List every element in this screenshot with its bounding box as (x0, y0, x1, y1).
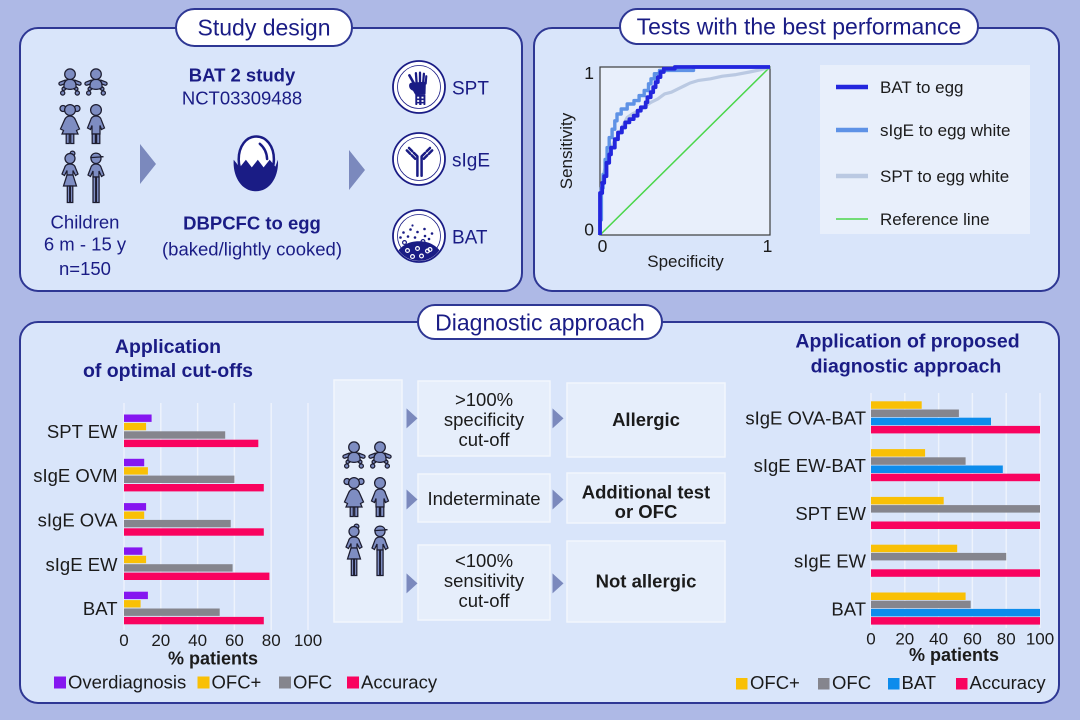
svg-text:40: 40 (929, 630, 948, 649)
svg-text:BAT: BAT (831, 599, 866, 620)
svg-text:SPT EW: SPT EW (47, 421, 118, 442)
svg-text:diagnostic approach: diagnostic approach (811, 356, 1002, 378)
svg-text:specificity: specificity (444, 409, 525, 430)
svg-text:DBPCFC to egg: DBPCFC to egg (183, 213, 321, 234)
svg-text:OFC+: OFC+ (212, 672, 262, 693)
svg-text:40: 40 (188, 631, 207, 650)
svg-text:BAT to egg: BAT to egg (880, 78, 963, 97)
svg-text:100: 100 (294, 631, 322, 650)
svg-text:sensitivity: sensitivity (444, 570, 525, 591)
svg-text:Application: Application (115, 336, 221, 358)
svg-text:% patients: % patients (909, 645, 999, 665)
svg-text:OFC+: OFC+ (750, 672, 800, 693)
svg-text:cut-off: cut-off (458, 429, 510, 450)
svg-text:0: 0 (598, 236, 608, 256)
svg-text:Application of proposed: Application of proposed (795, 331, 1019, 353)
svg-text:BAT: BAT (452, 228, 488, 249)
svg-text:n=150: n=150 (59, 258, 111, 279)
svg-text:cut-off: cut-off (458, 590, 510, 611)
svg-text:of optimal cut-offs: of optimal cut-offs (83, 360, 253, 382)
svg-text:Specificity: Specificity (647, 252, 724, 271)
svg-text:(baked/lightly cooked): (baked/lightly cooked) (162, 239, 342, 260)
svg-text:NCT03309488: NCT03309488 (182, 88, 302, 109)
svg-text:Sensitivity: Sensitivity (557, 112, 576, 189)
svg-text:sIgE to egg white: sIgE to egg white (880, 121, 1010, 140)
svg-text:Accuracy: Accuracy (361, 672, 438, 693)
svg-text:BAT: BAT (902, 672, 937, 693)
svg-text:1: 1 (584, 63, 594, 83)
svg-text:0: 0 (584, 220, 594, 240)
svg-text:sIgE: sIgE (452, 151, 490, 172)
svg-text:20: 20 (895, 630, 914, 649)
svg-text:sIgE EW: sIgE EW (46, 554, 118, 575)
svg-text:or OFC: or OFC (615, 501, 678, 522)
svg-text:Indeterminate: Indeterminate (427, 488, 540, 509)
svg-text:80: 80 (997, 630, 1016, 649)
svg-text:0: 0 (119, 631, 128, 650)
svg-text:% patients: % patients (168, 649, 258, 669)
svg-text:60: 60 (963, 630, 982, 649)
svg-text:Accuracy: Accuracy (970, 672, 1047, 693)
svg-text:SPT EW: SPT EW (795, 503, 866, 524)
svg-text:BAT 2 study: BAT 2 study (189, 65, 296, 86)
svg-text:sIgE EW: sIgE EW (794, 551, 866, 572)
svg-text:SPT: SPT (452, 79, 489, 100)
svg-text:Additional test: Additional test (582, 482, 710, 503)
svg-text:<100%: <100% (455, 550, 513, 571)
svg-text:sIgE OVM: sIgE OVM (33, 465, 117, 486)
svg-text:Diagnostic approach: Diagnostic approach (435, 310, 645, 336)
svg-text:100: 100 (1026, 630, 1054, 649)
svg-text:Overdiagnosis: Overdiagnosis (68, 672, 186, 693)
svg-text:Children: Children (51, 212, 120, 233)
svg-text:Reference line: Reference line (880, 210, 990, 229)
svg-text:1: 1 (763, 236, 773, 256)
svg-text:6 m - 15 y: 6 m - 15 y (44, 234, 127, 255)
svg-text:80: 80 (262, 631, 281, 650)
svg-text:>100%: >100% (455, 389, 513, 410)
svg-text:OFC: OFC (832, 672, 871, 693)
svg-text:OFC: OFC (293, 672, 332, 693)
svg-text:0: 0 (866, 630, 875, 649)
svg-text:60: 60 (225, 631, 244, 650)
svg-text:sIgE OVA-BAT: sIgE OVA-BAT (745, 407, 866, 428)
svg-text:SPT to egg white: SPT to egg white (880, 167, 1009, 186)
svg-text:BAT: BAT (83, 598, 118, 619)
svg-text:20: 20 (151, 631, 170, 650)
svg-text:sIgE OVA: sIgE OVA (38, 510, 119, 531)
svg-text:sIgE EW-BAT: sIgE EW-BAT (754, 455, 866, 476)
svg-text:Not allergic: Not allergic (596, 571, 697, 592)
svg-text:Allergic: Allergic (612, 409, 680, 430)
svg-text:Study design: Study design (198, 15, 331, 41)
svg-text:Tests with the best performanc: Tests with the best performance (637, 14, 962, 40)
